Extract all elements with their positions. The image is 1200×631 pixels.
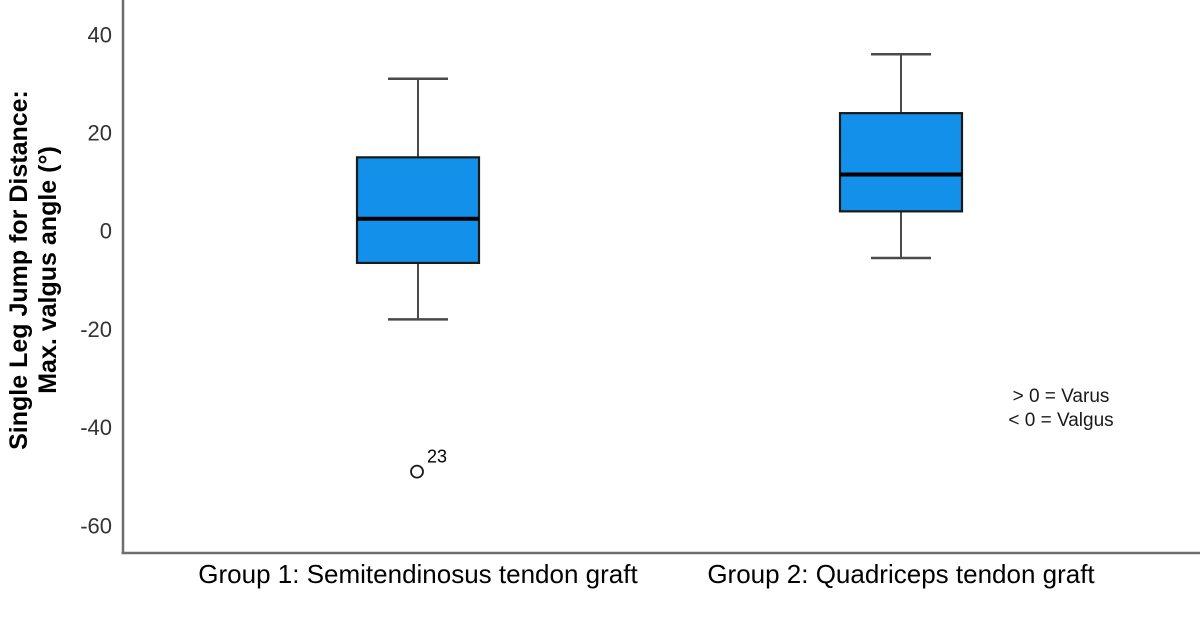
x-axis-label-group2: Group 2: Quadriceps tendon graft <box>707 559 1095 589</box>
annotation-line-varus: > 0 = Varus <box>1012 386 1110 407</box>
annotation-line-valgus: < 0 = Valgus <box>1008 410 1114 431</box>
x-axis-label-group1: Group 1: Semitendinosus tendon graft <box>198 559 638 589</box>
y-tick-label: -40 <box>80 415 112 440</box>
box <box>355 156 481 265</box>
y-axis-title-line1: Single Leg Jump for Distance: <box>5 90 33 450</box>
outlier-label: 23 <box>427 447 447 467</box>
y-tick-label: 20 <box>88 120 112 145</box>
box <box>838 112 964 213</box>
annotation-note: > 0 = Varus < 0 = Valgus <box>951 385 1171 433</box>
outlier-point <box>410 464 424 479</box>
y-tick-label: -60 <box>80 513 112 538</box>
y-tick-label: 40 <box>88 22 112 47</box>
y-axis-title: Single Leg Jump for Distance: Max. valgu… <box>5 10 63 530</box>
y-tick-label: 0 <box>100 219 112 244</box>
y-tick-label: -20 <box>80 317 112 342</box>
y-axis-title-line2: Max. valgus angle (°) <box>34 146 62 394</box>
